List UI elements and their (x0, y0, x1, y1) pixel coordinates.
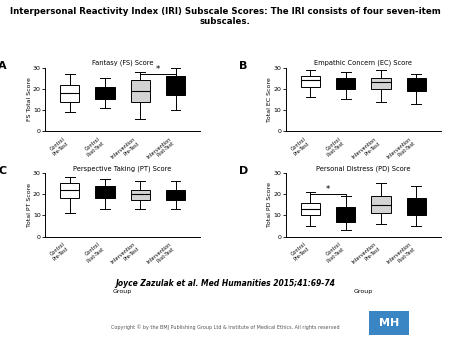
PathPatch shape (166, 190, 185, 200)
Text: A: A (0, 61, 7, 71)
PathPatch shape (60, 84, 79, 102)
PathPatch shape (371, 196, 391, 213)
Title: Fantasy (FS) Score: Fantasy (FS) Score (92, 60, 153, 66)
Y-axis label: FS Total Score: FS Total Score (27, 77, 32, 121)
Text: D: D (239, 166, 248, 176)
PathPatch shape (301, 202, 320, 215)
PathPatch shape (301, 76, 320, 87)
Title: Personal Distress (PD) Score: Personal Distress (PD) Score (316, 165, 410, 172)
PathPatch shape (166, 76, 185, 95)
Text: MH: MH (379, 318, 400, 328)
Y-axis label: Total EC Score: Total EC Score (267, 77, 272, 122)
Text: Interpersonal Reactivity Index (IRI) Subscale Scores: The IRI consists of four s: Interpersonal Reactivity Index (IRI) Sub… (9, 7, 441, 26)
PathPatch shape (371, 78, 391, 89)
Text: Joyce Zazulak et al. Med Humanities 2015;41:69-74: Joyce Zazulak et al. Med Humanities 2015… (115, 279, 335, 288)
X-axis label: Group: Group (354, 289, 373, 294)
PathPatch shape (336, 207, 356, 222)
X-axis label: Group: Group (354, 184, 373, 188)
PathPatch shape (95, 186, 115, 198)
PathPatch shape (130, 80, 150, 102)
Text: B: B (239, 61, 248, 71)
PathPatch shape (407, 198, 426, 215)
Y-axis label: Total PT Score: Total PT Score (27, 183, 32, 227)
PathPatch shape (130, 190, 150, 200)
Text: *: * (156, 65, 160, 74)
Text: *: * (326, 185, 330, 194)
PathPatch shape (407, 78, 426, 91)
X-axis label: Group: Group (113, 184, 132, 188)
PathPatch shape (95, 87, 115, 99)
Text: C: C (0, 166, 7, 176)
PathPatch shape (336, 78, 356, 89)
PathPatch shape (60, 184, 79, 198)
Y-axis label: Total PD Score: Total PD Score (267, 182, 272, 227)
Title: Empathic Concern (EC) Score: Empathic Concern (EC) Score (315, 60, 412, 66)
Title: Perspective Taking (PT) Score: Perspective Taking (PT) Score (73, 165, 172, 172)
Text: Copyright © by the BMJ Publishing Group Ltd & Institute of Medical Ethics. All r: Copyright © by the BMJ Publishing Group … (111, 324, 339, 330)
X-axis label: Group: Group (113, 289, 132, 294)
